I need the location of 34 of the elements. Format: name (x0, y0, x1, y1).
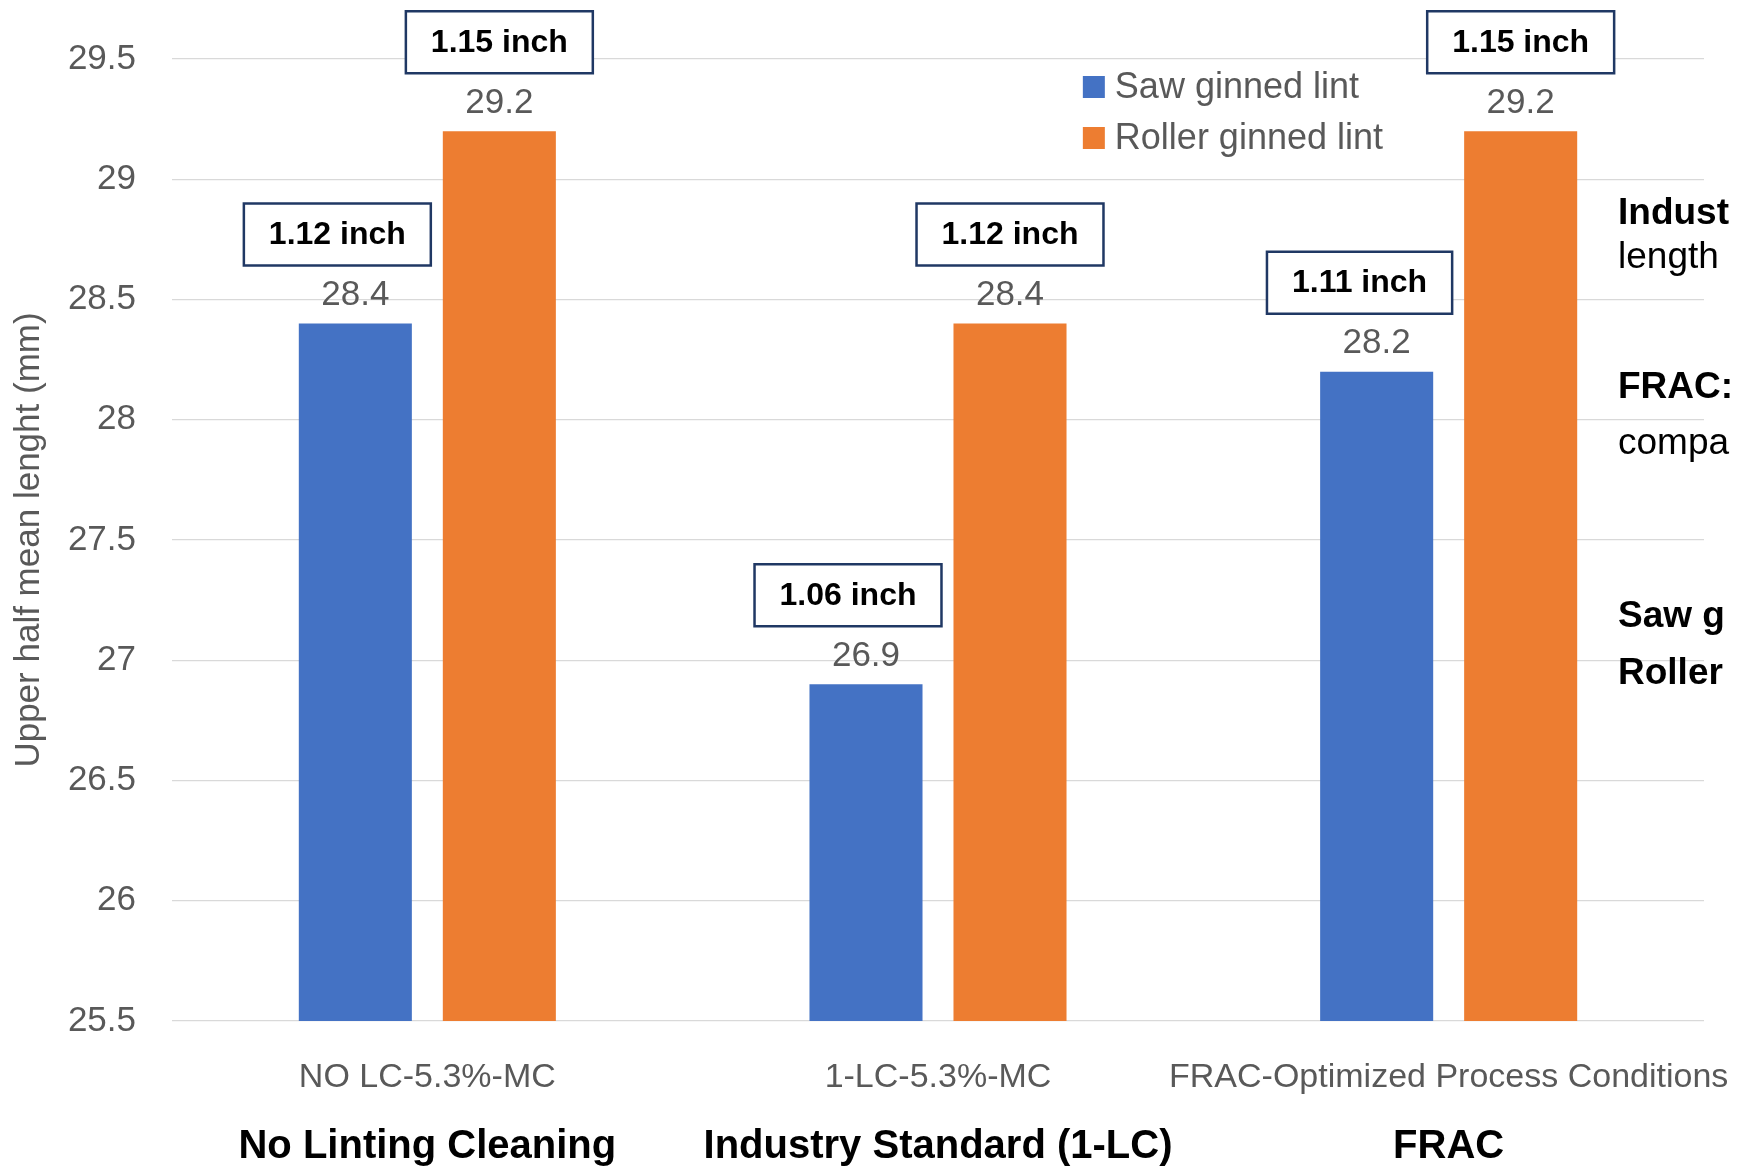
annotation: 1.12 inch (268, 215, 406, 252)
data-label: 28.4 (321, 273, 390, 313)
annotation: 1.06 inch (779, 576, 917, 613)
data-label: 28.2 (1342, 321, 1411, 361)
x-tick-label: FRAC-Optimized Process Conditions (1169, 1055, 1729, 1094)
annotation: Saw g (1618, 594, 1725, 636)
x-tick-label: NO LC-5.3%-MC (298, 1055, 556, 1094)
y-tick-label: 29.5 (67, 36, 136, 76)
annotation: Indust length (1618, 191, 1729, 277)
y-tick-label: 28.5 (67, 277, 136, 317)
text: 1.15 inch (430, 22, 568, 59)
data-label: 29.2 (465, 80, 534, 120)
data-label: 26.9 (831, 633, 901, 673)
y-tick-label: 28 (97, 397, 136, 437)
text: No Linting Cleaning (238, 1122, 617, 1167)
y-tick-label: 26.5 (67, 758, 136, 798)
text: 1.15 inch (1452, 22, 1590, 59)
legend-label: Saw ginned lint (1114, 64, 1360, 106)
text: FRAC (1393, 1122, 1505, 1167)
legend-label: Roller ginned lint (1114, 115, 1383, 157)
annotation: 1.11 inch (1291, 263, 1428, 300)
data-label: 28.4 (975, 273, 1045, 313)
annotation: 1.12 inch (941, 215, 1079, 252)
data-label: 29.2 (1486, 80, 1555, 120)
x-tick-label: 1-LC-5.3%-MC (824, 1055, 1052, 1094)
y-tick-label: 26 (97, 878, 136, 918)
y-tick-label: 27.5 (67, 517, 136, 557)
annotation: FRAC: compa (1618, 365, 1734, 463)
y-tick-label: 29 (97, 156, 136, 196)
annotation: Roller (1618, 651, 1723, 693)
text: Industry Standard (1-LC) (703, 1122, 1173, 1167)
y-tick-label: 25.5 (67, 998, 136, 1038)
y-tick-label: 27 (97, 637, 136, 677)
y-axis-title: Upper half mean lenght (mm) (6, 312, 46, 768)
